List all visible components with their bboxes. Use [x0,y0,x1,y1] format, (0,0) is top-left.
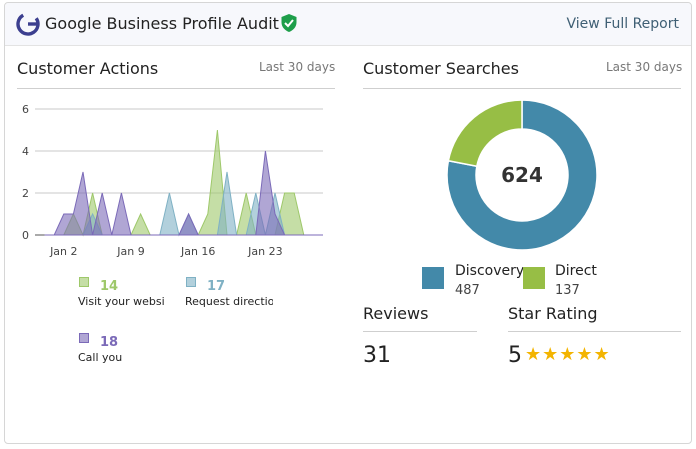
customer-searches-divider [363,88,681,89]
star-rating-divider [508,331,681,332]
reviews-divider [363,331,477,332]
audit-card: Google Business Profile Audit View Full … [4,2,692,444]
star-rating-value: 5 [508,343,522,368]
legend-value-discovery: 487 [455,283,480,298]
y-tick-label: 6 [22,103,29,116]
view-full-report-link[interactable]: View Full Report [566,16,679,32]
legend-swatch-directions [186,277,196,287]
customer-searches-title: Customer Searches [363,59,519,78]
donut-slice-direct [447,99,523,168]
google-g-icon [16,12,40,36]
legend-count-calls: 18 [100,335,119,350]
customer-actions-period: Last 30 days [259,60,336,74]
donut-total: 624 [501,163,543,187]
customer-searches-period: Last 30 days [606,60,683,74]
legend-swatch-visit [79,277,89,287]
y-tick-label: 0 [22,229,29,242]
customer-actions-title: Customer Actions [17,59,159,78]
legend-value-direct: 137 [555,283,580,298]
legend-label-calls: Call you [78,351,123,364]
x-tick-label: Jan 9 [116,245,144,258]
legend-swatch-discovery [422,267,444,289]
legend-swatch-calls [79,333,89,343]
customer-actions-divider [17,88,335,89]
customer-actions-chart: 0 2 4 6 Jan 2 Jan 9 Jan 16 Jan 23 [22,103,323,258]
area-series-2 [44,150,323,236]
card-header: Google Business Profile Audit View Full … [5,3,691,46]
x-tick-label: Jan 23 [247,245,282,258]
donut-slice-discovery [446,99,598,251]
y-tick-label: 4 [22,145,29,158]
star-rating-title: Star Rating [508,304,598,323]
legend-label-visit: Visit your website [78,295,164,308]
legend-swatch-direct [523,267,545,289]
reviews-title: Reviews [363,304,429,323]
star-rating-stars-icon: ★★★★★ [525,344,611,365]
page-title: Google Business Profile Audit [45,14,279,33]
legend-name-discovery: Discovery [455,263,525,279]
x-tick-label: Jan 2 [49,245,77,258]
legend-count-visit: 14 [100,279,119,294]
legend-count-directions: 17 [207,279,226,294]
verified-shield-icon [281,14,297,32]
y-tick-label: 2 [22,187,29,200]
legend-label-directions: Request directions [185,295,273,308]
x-tick-label: Jan 16 [180,245,215,258]
reviews-count: 31 [363,343,391,368]
customer-searches-donut [446,99,598,251]
legend-name-direct: Direct [555,263,597,279]
